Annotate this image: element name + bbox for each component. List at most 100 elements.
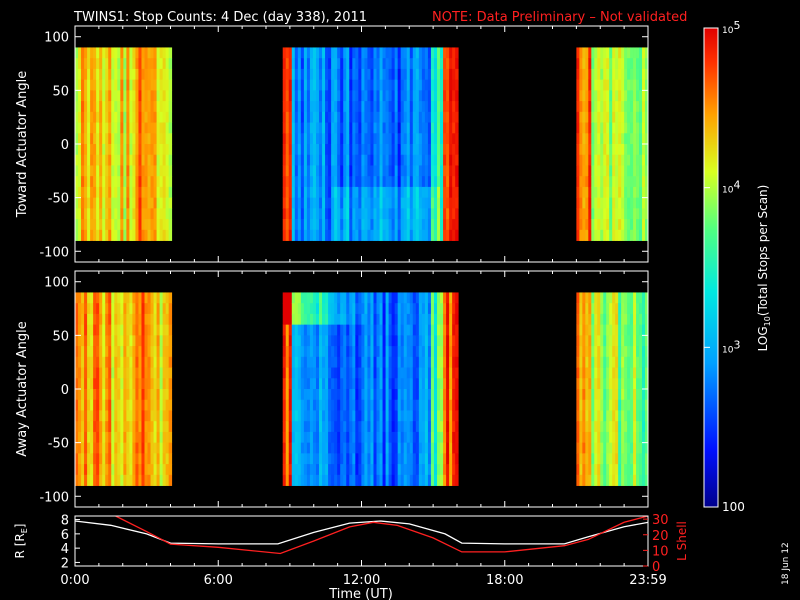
heatmap-cell [102,421,106,433]
heatmap-cell [78,431,82,444]
heatmap-cell [132,165,136,177]
heatmap-cell [75,335,79,347]
heatmap-cell [120,186,124,199]
heatmap-cell [282,90,287,102]
heatmap-cell [606,79,610,91]
heatmap-cell [340,474,344,486]
heatmap-cell [325,367,329,379]
heatmap-cell [409,292,414,304]
heatmap-cell [306,68,311,81]
heatmap-cell [409,68,414,81]
heatmap-cell [294,176,299,188]
heatmap-cell [446,464,450,476]
heatmap-cell [159,421,164,433]
heatmap-cell [346,303,350,315]
heatmap-cell [421,464,426,476]
heatmap-cell [300,154,305,166]
heatmap-cell [612,154,616,166]
heatmap-cell [129,133,133,145]
heatmap-cell [126,79,130,91]
heatmap-cell [168,367,173,379]
heatmap-cell [600,389,604,401]
y-tick-label: 0 [61,138,69,153]
heatmap-cell [361,453,365,465]
heatmap-cell [633,292,637,304]
heatmap-cell [75,399,79,411]
heatmap-cell [382,101,386,113]
heatmap-cell [291,356,296,368]
heatmap-cell [309,111,314,123]
heatmap-cell [585,431,589,444]
heatmap-cell [585,453,589,465]
heatmap-cell [430,474,435,486]
heatmap-cell [642,229,646,241]
heatmap-cell [322,79,326,91]
heatmap-cell [630,367,634,379]
heatmap-cell [75,208,79,220]
heatmap-cell [449,58,453,70]
heatmap-cell [409,367,414,379]
heatmap-cell [403,421,408,433]
heatmap-cell [603,421,607,433]
heatmap-cell [373,122,377,134]
heatmap-cell [433,474,438,486]
heatmap-cell [370,356,374,368]
heatmap-cell [285,101,290,113]
heatmap-cell [612,313,616,326]
heatmap-cell [312,442,317,454]
heatmap-cell [96,122,100,134]
heatmap-cell [294,464,299,476]
heatmap-cell [135,346,139,358]
heatmap-cell [334,421,338,433]
heatmap-cell [303,464,308,476]
heatmap-cell [373,58,377,70]
heatmap-cell [168,219,173,231]
heatmap-cell [588,453,592,465]
heatmap-cell [424,122,429,134]
heatmap-cell [624,79,628,91]
heatmap-cell [430,68,435,81]
heatmap-cell [576,346,580,358]
heatmap-cell [291,453,296,465]
heatmap-cell [455,356,459,368]
heatmap-cell [352,367,356,379]
heatmap-cell [138,474,142,486]
heatmap-cell [373,90,377,102]
heatmap-cell [367,410,371,422]
heatmap-cell [618,431,622,444]
heatmap-cell [597,47,601,59]
heatmap-cell [585,313,589,326]
heatmap-cell [609,410,613,422]
heatmap-cell [627,144,631,156]
heatmap-cell [624,378,628,390]
heatmap-cell [403,219,408,231]
heatmap-cell [391,176,396,188]
heatmap-cell [406,186,411,199]
heatmap-cell [576,186,580,199]
heatmap-cell [144,389,148,401]
heatmap-cell [96,68,100,81]
heatmap-cell [630,122,634,134]
heatmap-cell [373,324,377,336]
heatmap-cell [288,292,293,304]
heatmap-cell [352,229,356,241]
heatmap-cell [352,154,356,166]
heatmap-cell [376,79,380,91]
heatmap-cell [609,176,613,188]
heatmap-cell [376,47,380,59]
heatmap-cell [579,90,583,102]
heatmap-cell [144,464,148,476]
heatmap-cell [144,144,148,156]
heatmap-cell [120,219,124,231]
heatmap-cell [388,464,393,476]
heatmap-cell [391,111,396,123]
heatmap-cell [361,421,365,433]
heatmap-cell [424,442,429,454]
heatmap-cell [165,133,170,145]
heatmap-cell [630,303,634,315]
heatmap-cell [126,144,130,156]
heatmap-cell [325,335,329,347]
heatmap-cell [102,453,106,465]
heatmap-cell [603,176,607,188]
